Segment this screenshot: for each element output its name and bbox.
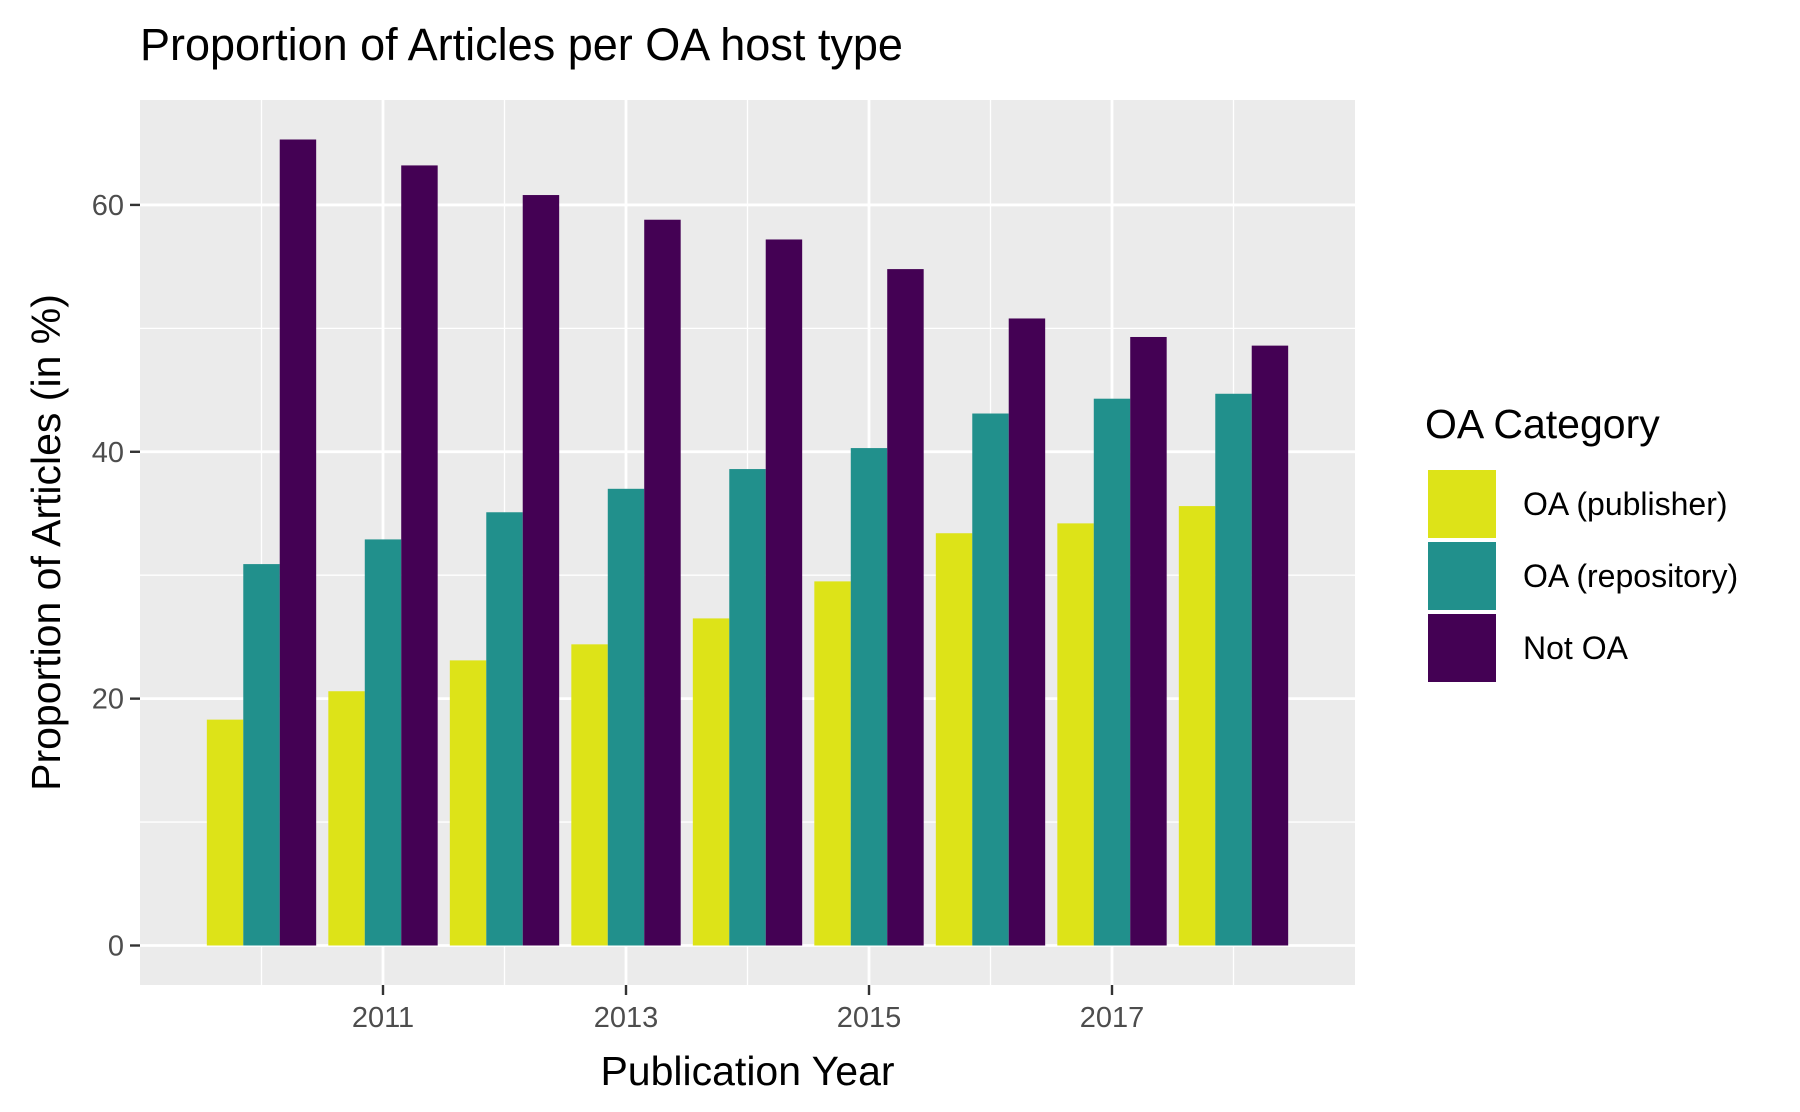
bar-oa-repository-2012 xyxy=(486,512,523,946)
bar-oa-publisher-2018 xyxy=(1178,506,1216,946)
bar-oa-publisher-2014 xyxy=(692,618,730,946)
legend-title: OA Category xyxy=(1425,401,1660,447)
x-tick-label: 2017 xyxy=(1080,1002,1145,1034)
legend-items: OA (publisher) OA (repository) Not OA xyxy=(1428,470,1738,682)
x-tick-label: 2011 xyxy=(352,1002,414,1034)
legend-key-not-oa xyxy=(1428,614,1496,682)
y-tick-label: 60 xyxy=(92,190,124,222)
y-tick-label: 40 xyxy=(92,437,124,469)
bar-oa-repository-2017 xyxy=(1093,398,1131,946)
bar-oa-repository-2010 xyxy=(243,564,280,946)
bar-oa-publisher-2013 xyxy=(571,644,608,946)
legend-label-oa-publisher: OA (publisher) xyxy=(1523,486,1728,522)
legend: OA Category OA (publisher) OA (repository… xyxy=(1425,401,1738,682)
bar-oa-repository-2015 xyxy=(850,448,888,946)
bar-oa-repository-2013 xyxy=(607,488,645,946)
bar-oa-repository-2014 xyxy=(729,469,766,946)
x-tick-label: 2013 xyxy=(594,1002,659,1034)
y-tick-label: 20 xyxy=(92,684,124,716)
bar-oa-repository-2011 xyxy=(364,539,402,946)
legend-key-oa-publisher xyxy=(1428,470,1496,538)
bar-not-oa-2014 xyxy=(765,239,803,946)
bar-not-oa-2011 xyxy=(401,165,438,946)
bars xyxy=(206,139,1289,946)
bar-oa-publisher-2015 xyxy=(814,581,851,946)
bar-oa-publisher-2012 xyxy=(449,660,487,946)
bar-oa-publisher-2010 xyxy=(206,719,244,946)
chart-title: Proportion of Articles per OA host type xyxy=(140,19,903,70)
bar-not-oa-2013 xyxy=(644,219,681,946)
bar-not-oa-2015 xyxy=(887,269,924,946)
bar-not-oa-2017 xyxy=(1130,336,1167,946)
bar-oa-repository-2016 xyxy=(972,413,1009,946)
x-tick-label: 2015 xyxy=(837,1002,902,1034)
legend-label-oa-repository: OA (repository) xyxy=(1523,558,1738,594)
legend-key-oa-repository xyxy=(1428,542,1496,610)
y-tick-label: 0 xyxy=(108,931,124,963)
bar-oa-publisher-2017 xyxy=(1057,523,1094,946)
y-axis: 0 20 40 60 xyxy=(92,190,140,963)
bar-oa-publisher-2016 xyxy=(935,533,973,946)
bar-not-oa-2010 xyxy=(279,139,317,946)
bar-not-oa-2016 xyxy=(1008,318,1046,946)
legend-label-not-oa: Not OA xyxy=(1523,630,1629,666)
bar-not-oa-2012 xyxy=(522,195,560,946)
bar-oa-repository-2018 xyxy=(1215,393,1252,946)
bar-oa-publisher-2011 xyxy=(328,691,365,946)
y-axis-title: Proportion of Articles (in %) xyxy=(23,294,69,791)
bar-not-oa-2018 xyxy=(1251,345,1289,946)
x-axis: 2011 2013 2015 2017 xyxy=(352,985,1144,1034)
x-axis-title: Publication Year xyxy=(600,1048,894,1094)
